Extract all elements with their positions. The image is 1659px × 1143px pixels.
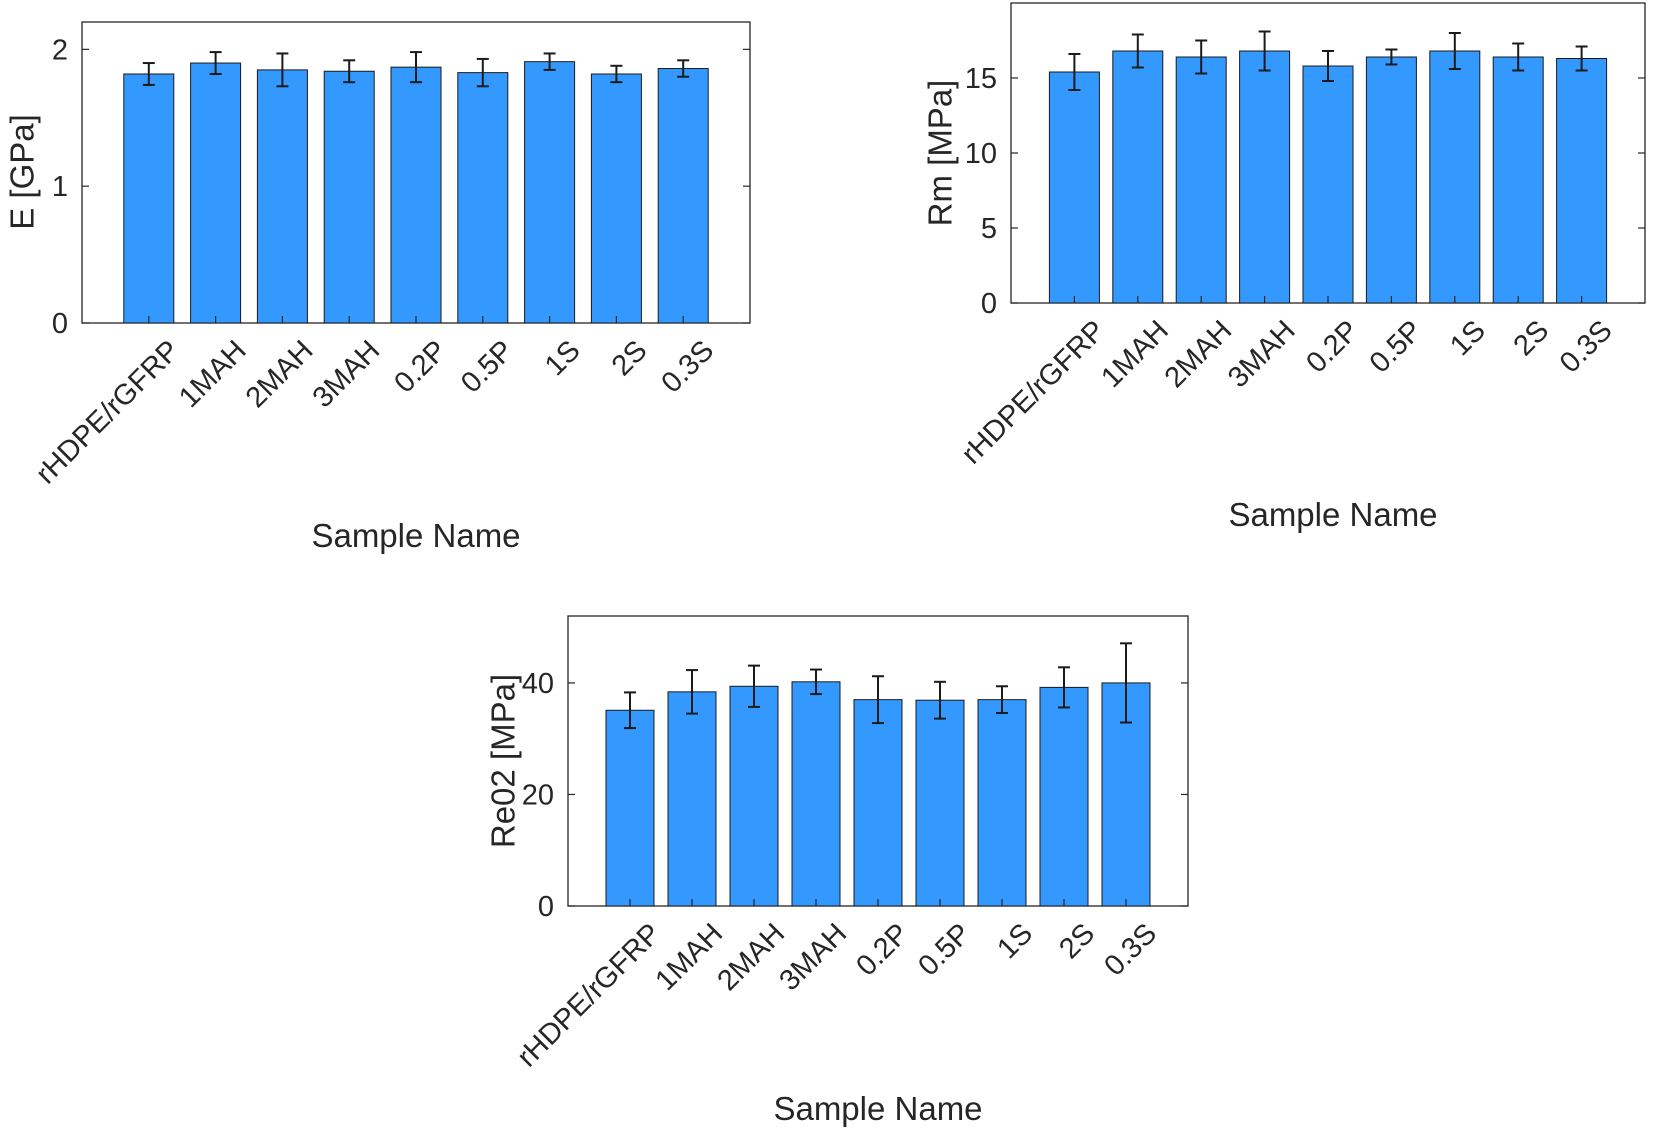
- x-tick-label: 0.3S: [1098, 917, 1163, 982]
- y-tick-label: 0: [981, 288, 997, 320]
- y-tick-label: 10: [965, 138, 997, 170]
- bar: [605, 709, 655, 907]
- x-tick-label: 0.5P: [1364, 314, 1429, 379]
- x-tick-label: rHDPE/rGFRP: [511, 917, 667, 1073]
- bar: [667, 691, 717, 907]
- x-tick-label: 1S: [539, 334, 587, 382]
- bar: [1302, 65, 1354, 304]
- bar: [524, 61, 576, 324]
- y-tick-label: 0: [52, 308, 68, 340]
- x-tick-label: 1S: [991, 917, 1039, 965]
- x-tick-label: 0.5P: [912, 917, 977, 982]
- x-tick-label: 3MAH: [1222, 314, 1302, 394]
- x-tick-label: rHDPE/rGFRP: [30, 334, 186, 490]
- y-tick-label: 2: [52, 34, 68, 66]
- y-axis-title: Rm [MPa]: [922, 80, 959, 227]
- bar: [1429, 50, 1481, 304]
- x-tick-label: 2S: [1053, 917, 1101, 965]
- bar: [1039, 686, 1089, 907]
- x-tick-label: 1S: [1444, 314, 1492, 362]
- bar: [1112, 50, 1164, 304]
- x-tick-label: 3MAH: [307, 334, 387, 414]
- bar: [791, 681, 841, 907]
- bar: [853, 699, 903, 907]
- x-tick-label: 0.3S: [655, 334, 720, 399]
- y-tick-label: 40: [522, 668, 554, 700]
- x-axis-title: Sample Name: [1228, 496, 1437, 533]
- x-tick-label: 0.3S: [1554, 314, 1619, 379]
- x-axis-title: Sample Name: [773, 1090, 982, 1127]
- y-axis-title: E [GPa]: [4, 114, 41, 230]
- x-tick-label: 2MAH: [711, 917, 791, 997]
- y-axis-title: Re02 [MPa]: [485, 674, 522, 848]
- y-tick-label: 15: [965, 63, 997, 95]
- bar: [123, 73, 175, 324]
- y-tick-label: 5: [981, 213, 997, 245]
- x-axis-title: Sample Name: [311, 517, 520, 554]
- y-tick-label: 0: [538, 891, 554, 923]
- bar: [190, 62, 242, 324]
- bar: [1048, 71, 1100, 304]
- x-tick-label: 0.2P: [850, 917, 915, 982]
- x-tick-label: 0.2P: [1300, 314, 1365, 379]
- bar: [390, 66, 442, 324]
- bar: [729, 685, 779, 907]
- x-tick-label: rHDPE/rGFRP: [956, 314, 1112, 470]
- y-tick-label: 20: [522, 779, 554, 811]
- bar: [1492, 56, 1544, 304]
- x-tick-label: 2MAH: [240, 334, 320, 414]
- x-tick-label: 1MAH: [1095, 314, 1175, 394]
- bar: [1365, 56, 1417, 304]
- x-tick-label: 3MAH: [773, 917, 853, 997]
- bar: [977, 699, 1027, 907]
- bar: [657, 68, 709, 324]
- bar: [1556, 58, 1608, 304]
- x-tick-label: 2MAH: [1159, 314, 1239, 394]
- x-tick-label: 0.2P: [388, 334, 453, 399]
- bar: [256, 69, 308, 324]
- x-tick-label: 0.5P: [455, 334, 520, 399]
- y-tick-label: 1: [52, 171, 68, 203]
- x-tick-label: 1MAH: [649, 917, 729, 997]
- x-tick-label: 2S: [606, 334, 654, 382]
- bar: [1175, 56, 1227, 304]
- bar: [457, 72, 509, 324]
- x-tick-label: 1MAH: [173, 334, 253, 414]
- bar: [1239, 50, 1291, 304]
- x-tick-label: 2S: [1508, 314, 1556, 362]
- bar: [590, 73, 642, 324]
- bar: [323, 70, 375, 324]
- bar: [915, 699, 965, 907]
